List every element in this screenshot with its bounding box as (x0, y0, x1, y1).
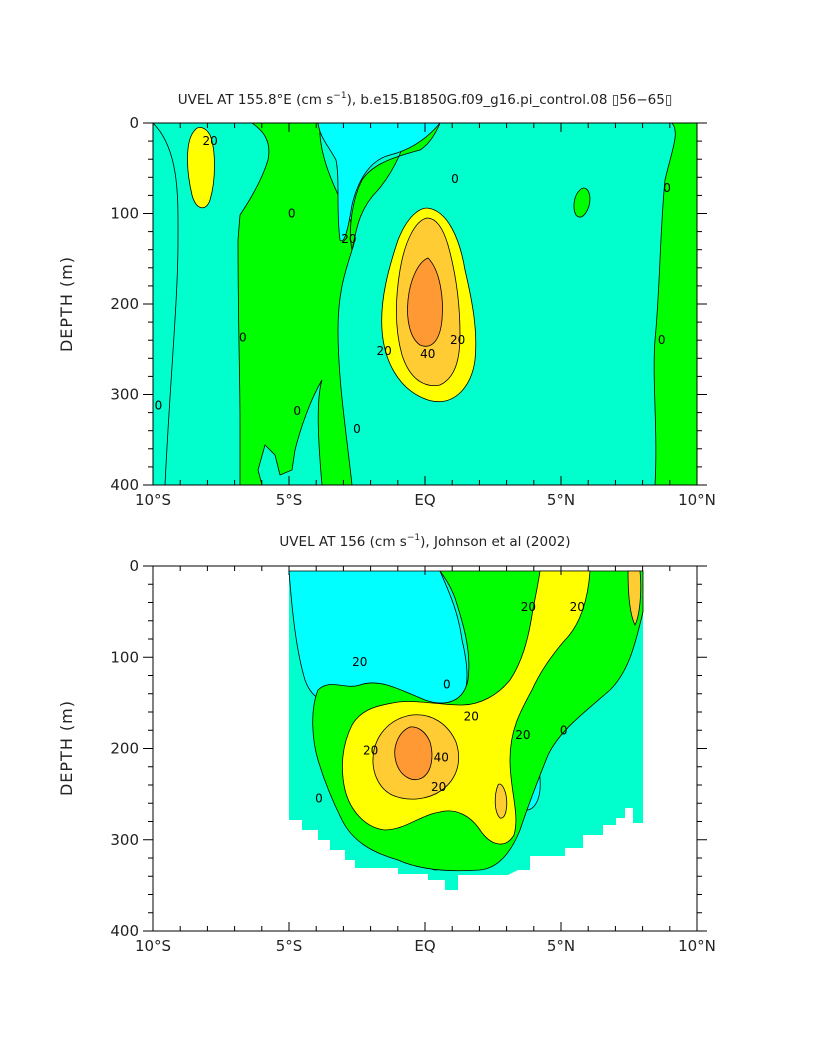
contour-label: 0 (239, 330, 247, 344)
contour-label: 0 (443, 678, 451, 692)
panel-top: UVEL AT 155.8°E (cm s−1), b.e15.B1850G.f… (57, 91, 716, 509)
x-tick-label: 10°N (678, 491, 716, 509)
panel-bottom-contour-field (288, 570, 644, 890)
x-tick-label: 5°S (276, 937, 303, 955)
contour-label: 20 (341, 232, 356, 246)
fill-level-10-east-blob (573, 187, 591, 218)
panel-top-ylabel: DEPTH (m) (57, 256, 76, 352)
contour-label: 0 (560, 723, 568, 737)
x-tick-label: EQ (414, 491, 435, 509)
y-tick-label: 200 (110, 740, 139, 758)
x-tick-label: 5°S (276, 491, 303, 509)
contour-label: 20 (521, 600, 536, 614)
panel-top-contour-labels: 20 0 20 0 0 0 0 0 20 40 20 0 0 (155, 134, 671, 436)
contour-label: 20 (352, 655, 367, 669)
fill-level-40 (407, 257, 443, 347)
panel-top-contour-field (153, 123, 697, 485)
contour-label: 20 (202, 134, 217, 148)
contour-label: 0 (315, 792, 323, 806)
contour-label: 20 (377, 344, 392, 358)
x-tick-label: EQ (414, 937, 435, 955)
panel-bottom-ylabel: DEPTH (m) (57, 700, 76, 796)
contour-label: 40 (434, 751, 449, 765)
contour-label: 20 (515, 728, 530, 742)
contour-label: 20 (464, 710, 479, 724)
contour-label: 0 (155, 398, 163, 412)
y-tick-label: 300 (110, 831, 139, 849)
contour-label: 20 (450, 333, 465, 347)
y-tick-label: 100 (110, 205, 139, 223)
contour-label: 20 (431, 780, 446, 794)
contour-label: 0 (293, 404, 301, 418)
x-tick-label: 10°S (135, 491, 171, 509)
y-tick-label: 0 (129, 557, 139, 575)
fill-level-30-south (494, 783, 508, 819)
contour-label: 0 (288, 207, 296, 221)
panel-bottom-title: UVEL AT 156 (cm s−1), Johnson et al (200… (279, 533, 570, 550)
y-tick-label: 0 (129, 114, 139, 132)
fill-level-10 (153, 123, 356, 485)
y-tick-label: 100 (110, 648, 139, 666)
contour-label: 0 (353, 422, 361, 436)
y-tick-label: 400 (110, 922, 139, 940)
fill-level-40 (394, 726, 433, 780)
y-tick-label: 200 (110, 295, 139, 313)
x-tick-label: 5°N (547, 491, 575, 509)
fill-level-20-west (187, 127, 215, 209)
fill-level-0-west (153, 123, 179, 485)
contour-label: 20 (570, 600, 585, 614)
contour-label: 40 (420, 347, 435, 361)
panel-bottom-contour-labels: 20 0 20 20 20 20 40 20 0 20 0 (315, 600, 585, 806)
fill-level-10-east (350, 123, 697, 485)
y-tick-label: 400 (110, 476, 139, 494)
contour-label: 0 (451, 172, 459, 186)
contour-label: 20 (363, 743, 378, 757)
contour-label: 0 (663, 181, 671, 195)
x-tick-label: 10°N (678, 937, 716, 955)
panel-top-title: UVEL AT 155.8°E (cm s−1), b.e15.B1850G.f… (178, 91, 673, 108)
y-tick-label: 300 (110, 386, 139, 404)
fill-level-neg (317, 123, 441, 242)
x-tick-label: 10°S (135, 937, 171, 955)
x-tick-label: 5°N (547, 937, 575, 955)
contour-label: 0 (658, 333, 666, 347)
panel-bottom: UVEL AT 156 (cm s−1), Johnson et al (200… (57, 533, 716, 955)
fill-level-30-east (627, 570, 642, 626)
